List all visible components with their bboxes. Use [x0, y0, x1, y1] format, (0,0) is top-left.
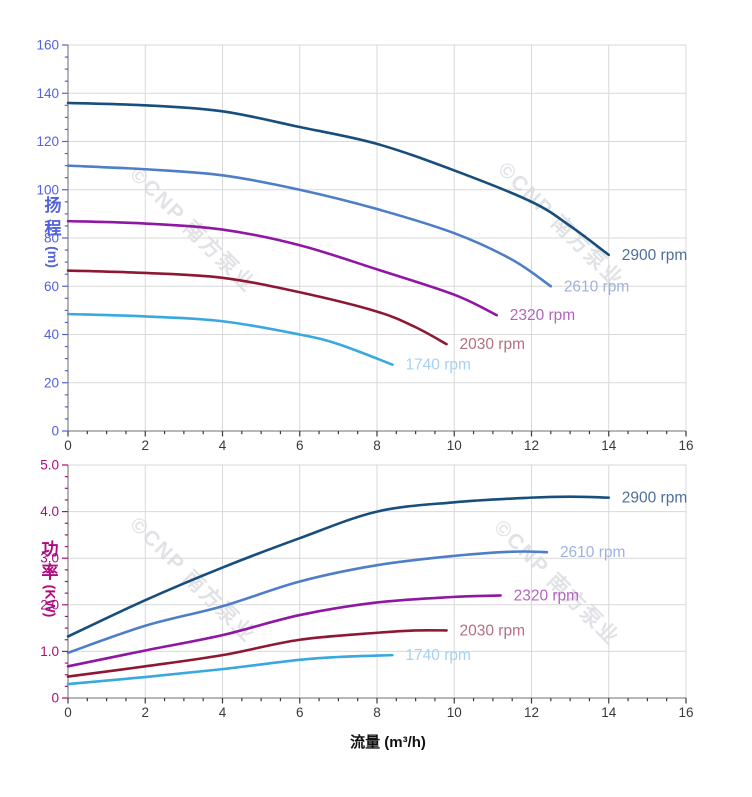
x-tick-label: 8 [373, 705, 381, 720]
curve-label-2610-rpm: 2610 rpm [564, 278, 629, 295]
x-tick-label: 10 [447, 438, 462, 453]
curve-2610-rpm [66, 550, 549, 655]
curve-2320-rpm [66, 219, 499, 317]
y-tick-label: 120 [36, 134, 59, 149]
head-y-axis-title-char-1: 扬 [44, 196, 62, 215]
x-tick-label: 6 [296, 438, 304, 453]
y-tick-label: 0 [51, 691, 59, 706]
x-tick-label: 6 [296, 705, 304, 720]
x-tick-label: 4 [219, 705, 227, 720]
curve-label-2030-rpm: 2030 rpm [460, 336, 525, 353]
curve-label-2030-rpm: 2030 rpm [460, 622, 525, 639]
curve-1740-rpm [66, 312, 394, 366]
power-y-axis-title-char-2: 率 [41, 563, 59, 582]
y-tick-label: 140 [36, 86, 59, 101]
x-tick-label: 0 [64, 705, 72, 720]
head-y-axis-title: 扬 程 (m) [36, 196, 70, 272]
x-tick-label: 10 [447, 705, 462, 720]
head-y-axis-title-char-2: 程 [44, 219, 62, 238]
y-tick-label: 1.0 [40, 644, 59, 659]
power-flow-chart: 0 2 4 6 8 10 12 14 16 0 1.0 2.0 3.0 4.0 5.0 2900 rpm 261… [40, 458, 693, 721]
y-tick-label: 5.0 [40, 458, 59, 473]
y-tick-label: 20 [44, 375, 59, 390]
curve-2900-rpm [66, 101, 611, 257]
x-tick-label: 8 [373, 438, 381, 453]
y-tick-label: 40 [44, 327, 59, 342]
x-tick-label: 12 [524, 705, 539, 720]
power-y-axis-title-char-1: 功 [41, 540, 59, 559]
y-tick-label: 160 [36, 38, 59, 53]
curve-label-2900-rpm: 2900 rpm [622, 247, 687, 264]
y-tick-label: 2.0 [40, 597, 59, 612]
y-tick-label: 4.0 [40, 504, 59, 519]
x-tick-label: 12 [524, 438, 539, 453]
curve-label-1740-rpm: 1740 rpm [405, 647, 470, 664]
head-y-axis-unit: (m) [45, 246, 61, 268]
curve-2030-rpm [66, 628, 448, 678]
power-y-axis-title: 功 率 (KW) [33, 540, 67, 618]
y-tick-label: 80 [44, 231, 59, 246]
power-y-axis-unit: (KW) [42, 584, 58, 618]
x-tick-label: 4 [219, 438, 227, 453]
x-tick-label: 2 [141, 705, 149, 720]
curve-label-2320-rpm: 2320 rpm [514, 587, 579, 604]
y-tick-label: 3.0 [40, 551, 59, 566]
curve-label-2320-rpm: 2320 rpm [510, 307, 575, 324]
curve-2610-rpm [66, 164, 553, 288]
y-tick-label: 100 [36, 182, 59, 197]
curve-2030-rpm [66, 269, 448, 346]
y-tick-label: 0 [51, 424, 59, 439]
x-tick-label: 16 [678, 705, 693, 720]
curve-2900-rpm [66, 495, 611, 638]
x-tick-label: 2 [141, 438, 149, 453]
curve-label-2610-rpm: 2610 rpm [560, 544, 625, 561]
y-tick-label: 60 [44, 279, 59, 294]
curve-2320-rpm [66, 594, 502, 668]
x-tick-label: 14 [601, 705, 617, 720]
curve-1740-rpm [66, 653, 394, 686]
curve-label-2900-rpm: 2900 rpm [622, 490, 687, 507]
x-tick-label: 0 [64, 438, 72, 453]
x-tick-label: 14 [601, 438, 617, 453]
curve-label-1740-rpm: 1740 rpm [405, 357, 470, 374]
flow-x-axis-title: 流量 (m³/h) [350, 734, 426, 751]
x-tick-label: 16 [678, 438, 693, 453]
